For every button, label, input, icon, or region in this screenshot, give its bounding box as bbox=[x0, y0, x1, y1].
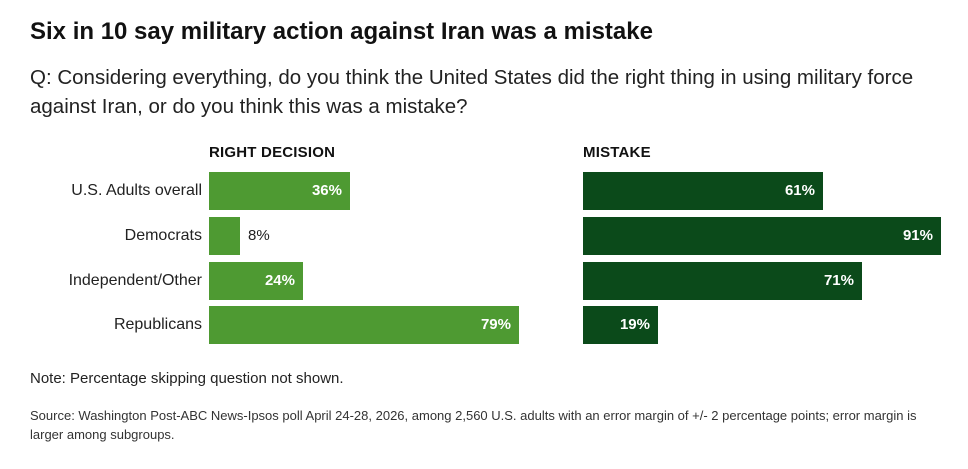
bar-right-decision bbox=[209, 172, 350, 210]
chart-source: Source: Washington Post-ABC News-Ipsos p… bbox=[30, 408, 917, 442]
category-label: U.S. Adults overall bbox=[71, 182, 202, 199]
bar-mistake bbox=[583, 306, 658, 344]
category-label: Democrats bbox=[124, 227, 202, 244]
data-label-mistake: 71% bbox=[823, 272, 854, 289]
bar-mistake bbox=[583, 262, 862, 300]
bar-right-decision bbox=[209, 262, 303, 300]
data-label-right-decision: 24% bbox=[264, 272, 295, 289]
panel-header-mistake: MISTAKE bbox=[583, 144, 651, 161]
chart-note: Note: Percentage skipping question not s… bbox=[30, 370, 344, 387]
chart-title: Six in 10 say military action against Ir… bbox=[30, 18, 653, 45]
category-label: Republicans bbox=[113, 316, 202, 333]
bar-mistake bbox=[583, 217, 941, 255]
data-label-right-decision: 8% bbox=[248, 227, 270, 244]
panel-header-right-decision: RIGHT DECISION bbox=[209, 144, 336, 161]
data-label-mistake: 61% bbox=[784, 182, 815, 199]
data-label-mistake: 19% bbox=[619, 316, 650, 333]
bar-right-decision bbox=[209, 306, 519, 344]
bar-mistake bbox=[583, 172, 823, 210]
data-label-right-decision: 36% bbox=[311, 182, 342, 199]
category-label: Independent/Other bbox=[68, 272, 202, 289]
data-label-right-decision: 79% bbox=[480, 316, 511, 333]
chart-question: Q: Considering everything, do you think … bbox=[30, 66, 914, 118]
data-label-mistake: 91% bbox=[902, 227, 933, 244]
bar-right-decision bbox=[209, 217, 240, 255]
